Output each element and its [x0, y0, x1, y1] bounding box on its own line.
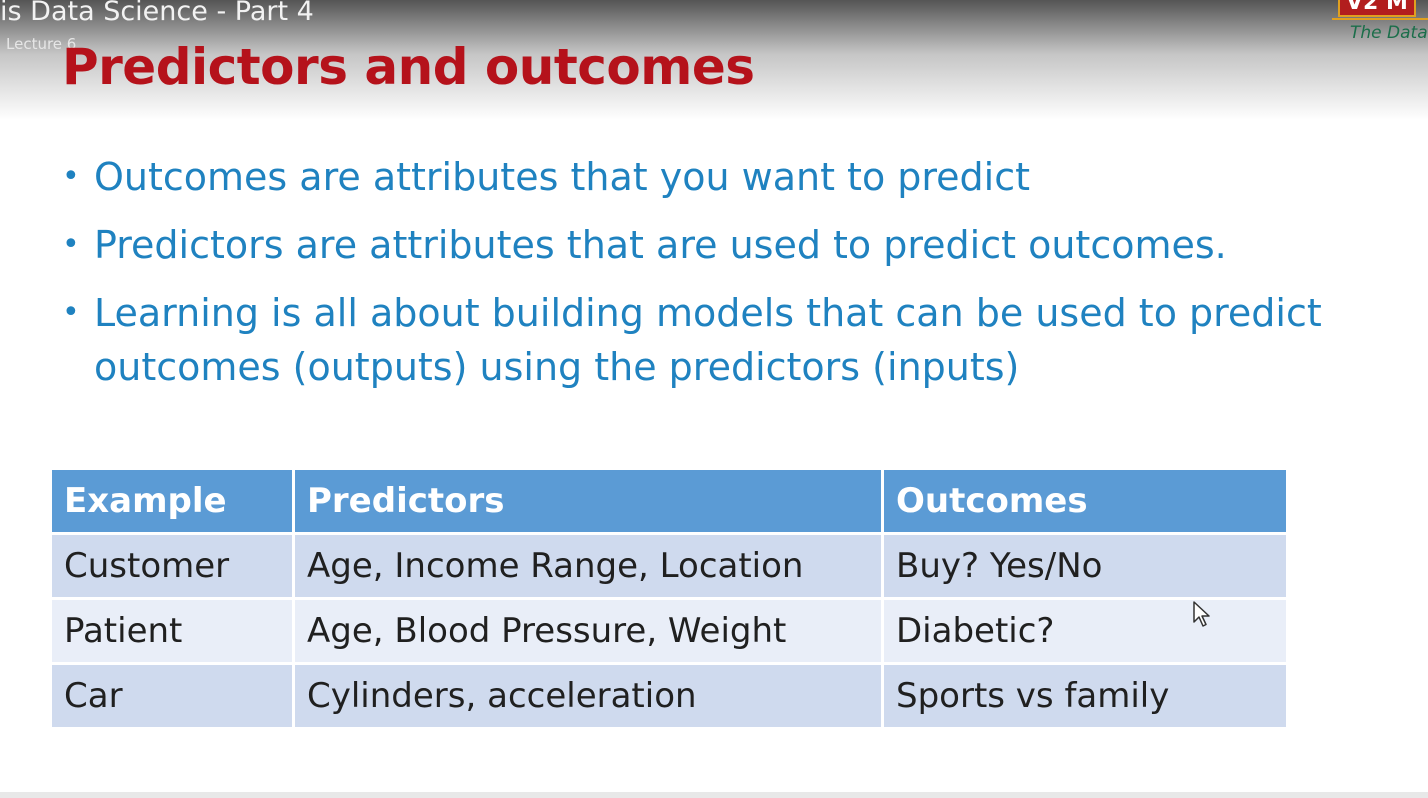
logo-mark: V2 M — [1338, 0, 1416, 17]
predictors-outcomes-table: Example Predictors Outcomes Customer Age… — [49, 467, 1289, 730]
bullet-text: Predictors are attributes that are used … — [94, 223, 1227, 267]
table-cell: Diabetic? — [881, 597, 1289, 665]
bullet-text: Learning is all about building models th… — [94, 291, 1322, 389]
header-example: Example — [49, 467, 295, 535]
bullet-list: • Outcomes are attributes that you want … — [60, 150, 1380, 408]
table-cell: Age, Blood Pressure, Weight — [292, 597, 884, 665]
bullet-dot-icon: • — [62, 159, 80, 194]
table-cell: Age, Income Range, Location — [292, 532, 884, 600]
table-header-row: Example Predictors Outcomes — [49, 467, 1289, 535]
bullet-dot-icon: • — [62, 295, 80, 330]
mouse-pointer-icon — [1193, 601, 1210, 627]
slide-title: Predictors and outcomes — [62, 38, 755, 96]
bullet-item: • Outcomes are attributes that you want … — [60, 150, 1380, 204]
video-title-overlay: is Data Science - Part 4 Lecture 6 — [0, 0, 1428, 120]
video-title: is Data Science - Part 4 — [0, 0, 314, 27]
table-cell: Patient — [49, 597, 295, 665]
video-progress-track — [0, 792, 1428, 798]
logo-divider — [1332, 18, 1428, 20]
table-cell: Customer — [49, 532, 295, 600]
table-cell: Buy? Yes/No — [881, 532, 1289, 600]
bullet-text: Outcomes are attributes that you want to… — [94, 155, 1031, 199]
table-cell: Car — [49, 662, 295, 730]
logo-tagline: The Data — [1350, 23, 1428, 43]
table-cell: Sports vs family — [881, 662, 1289, 730]
channel-logo: V2 M The Data — [1332, 0, 1428, 52]
video-subtitle: Lecture 6 — [6, 35, 77, 53]
table-row: Patient Age, Blood Pressure, Weight Diab… — [49, 597, 1289, 665]
bullet-item: • Learning is all about building models … — [60, 286, 1380, 394]
table-cell: Cylinders, acceleration — [292, 662, 884, 730]
header-outcomes: Outcomes — [881, 467, 1289, 535]
table-row: Customer Age, Income Range, Location Buy… — [49, 532, 1289, 600]
table-row: Car Cylinders, acceleration Sports vs fa… — [49, 662, 1289, 730]
bullet-item: • Predictors are attributes that are use… — [60, 218, 1380, 272]
header-predictors: Predictors — [292, 467, 884, 535]
bullet-dot-icon: • — [62, 227, 80, 262]
